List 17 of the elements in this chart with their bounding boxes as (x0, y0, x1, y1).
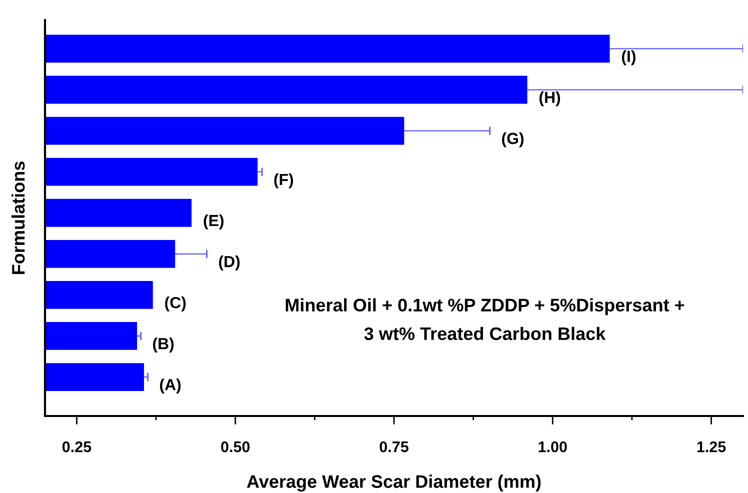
annotation: Mineral Oil + 0.1wt %P ZDDP + 5%Dispersant + 3 wt% Treated Carbon Black (286, 298, 684, 340)
y-tick-label: (F) (274, 173, 294, 188)
y-tick-label: (A) (160, 378, 181, 394)
x-tick-label: 0.50 (221, 441, 250, 452)
y-tick-label: (H) (539, 91, 560, 106)
y-tick-label: (E) (204, 214, 224, 230)
y-axis-title: Formulations (12, 162, 25, 274)
y-tick-label: (I) (622, 50, 636, 66)
y-tick-label: (B) (153, 338, 174, 352)
x-tick-label: 1.00 (538, 441, 567, 452)
x-tick-label: 1.25 (697, 441, 726, 452)
x-tick-label: 0.25 (62, 441, 92, 452)
x-tick-label: 0.75 (380, 441, 408, 452)
y-tick-label: (C) (165, 296, 186, 312)
y-tick-label: (D) (219, 255, 240, 270)
y-tick-label: (G) (502, 132, 524, 148)
x-axis-title: Average Wear Scar Diameter (mm) (246, 474, 541, 492)
